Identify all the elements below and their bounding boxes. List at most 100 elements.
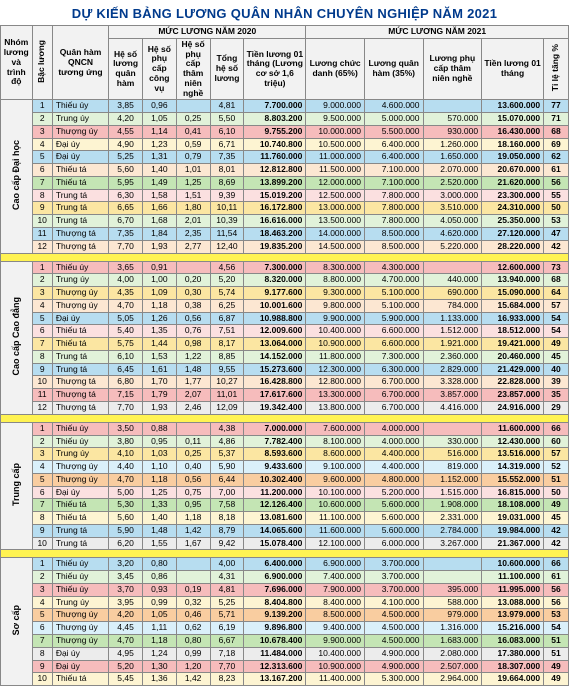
cell-l3: 784.000 <box>423 299 482 312</box>
cell-l1: 13.800.000 <box>306 401 365 414</box>
table-row: 10Thiếu tá5,451,361,428,2313.167.20011.4… <box>1 673 569 686</box>
cell-r: Trung úy <box>52 113 108 126</box>
cell-h3 <box>176 100 210 113</box>
cell-h2: 0,91 <box>142 261 176 274</box>
cell-b: 7 <box>32 176 52 189</box>
cell-h1: 4,90 <box>109 138 143 151</box>
cell-p: 51 <box>544 634 569 647</box>
cell-h1: 3,50 <box>109 422 143 435</box>
cell-l2: 5.100.000 <box>364 287 423 300</box>
cell-t1: 19.421.000 <box>482 338 544 351</box>
cell-l2: 5.900.000 <box>364 312 423 325</box>
cell-h3: 1,51 <box>176 189 210 202</box>
cell-l3: 3.328.000 <box>423 376 482 389</box>
cell-h4: 5,71 <box>210 609 244 622</box>
cell-l1: 9.900.000 <box>306 634 365 647</box>
cell-h1: 4,70 <box>109 299 143 312</box>
cell-t1: 23.300.000 <box>482 189 544 202</box>
cell-h4: 12,09 <box>210 401 244 414</box>
cell-h4: 5,37 <box>210 448 244 461</box>
cell-t0: 10.302.400 <box>244 473 306 486</box>
cell-p: 45 <box>544 350 569 363</box>
cell-t0: 16.616.000 <box>244 215 306 228</box>
cell-r: Thiếu úy <box>52 100 108 113</box>
cell-l1: 14.500.000 <box>306 240 365 253</box>
cell-p: 56 <box>544 583 569 596</box>
cell-h1: 5,60 <box>109 512 143 525</box>
table-row: 12Thượng tá7,701,932,4612,0919.342.40013… <box>1 401 569 414</box>
cell-l2: 6.600.000 <box>364 338 423 351</box>
cell-t1: 22.828.000 <box>482 376 544 389</box>
cell-l2: 8.500.000 <box>364 228 423 241</box>
cell-l1: 9.900.000 <box>306 312 365 325</box>
cell-l3: 2.080.000 <box>423 647 482 660</box>
cell-l2: 5.200.000 <box>364 486 423 499</box>
table-row: 7Thượng úy4,701,180,806,6710.678.4009.90… <box>1 634 569 647</box>
cell-t1: 27.120.000 <box>482 228 544 241</box>
cell-t0: 9.139.200 <box>244 609 306 622</box>
cell-t0: 10.740.800 <box>244 138 306 151</box>
cell-l3: 930.000 <box>423 125 482 138</box>
cell-b: 10 <box>32 215 52 228</box>
cell-b: 10 <box>32 537 52 550</box>
cell-h4: 6,19 <box>210 622 244 635</box>
cell-l1: 14.000.000 <box>306 228 365 241</box>
cell-p: 45 <box>544 512 569 525</box>
cell-l2: 5.100.000 <box>364 299 423 312</box>
cell-h3: 0,75 <box>176 486 210 499</box>
table-row: 9Trung tá5,901,481,428,7914.065.60011.60… <box>1 524 569 537</box>
cell-p: 39 <box>544 376 569 389</box>
cell-p: 64 <box>544 287 569 300</box>
cell-h4: 7,00 <box>210 486 244 499</box>
cell-h4: 4,31 <box>210 571 244 584</box>
cell-h1: 7,70 <box>109 401 143 414</box>
cell-l2: 5.500.000 <box>364 125 423 138</box>
cell-l1: 12.000.000 <box>306 176 365 189</box>
cell-l3: 2.784.000 <box>423 524 482 537</box>
cell-t0: 17.617.600 <box>244 389 306 402</box>
cell-h3: 1,22 <box>176 350 210 363</box>
cell-l3: 2.520.000 <box>423 176 482 189</box>
cell-h1: 6,20 <box>109 537 143 550</box>
cell-b: 3 <box>32 583 52 596</box>
cell-h2: 1,40 <box>142 164 176 177</box>
cell-l3: 2.360.000 <box>423 350 482 363</box>
cell-l2: 6.300.000 <box>364 363 423 376</box>
cell-p: 42 <box>544 240 569 253</box>
table-row: 2Thiếu úy3,450,864,316.900.0007.400.0003… <box>1 571 569 584</box>
cell-l2: 4.900.000 <box>364 660 423 673</box>
cell-r: Thượng úy <box>52 461 108 474</box>
cell-b: 2 <box>32 571 52 584</box>
cell-b: 7 <box>32 499 52 512</box>
cell-p: 53 <box>544 215 569 228</box>
cell-h3: 1,48 <box>176 363 210 376</box>
cell-p: 61 <box>544 164 569 177</box>
cell-b: 7 <box>32 634 52 647</box>
cell-l3: 4.416.000 <box>423 401 482 414</box>
table-row: 2Trung úy4,001,000,205,208.320.0008.800.… <box>1 274 569 287</box>
table-row: 7Thiếu tá5,951,491,258,6913.899.20012.00… <box>1 176 569 189</box>
cell-r: Thiếu úy <box>52 435 108 448</box>
cell-l1: 11.600.000 <box>306 524 365 537</box>
cell-p: 66 <box>544 558 569 571</box>
cell-h2: 1,53 <box>142 350 176 363</box>
cell-l3 <box>423 100 482 113</box>
cell-h3: 0,32 <box>176 596 210 609</box>
cell-r: Thượng tá <box>52 401 108 414</box>
cell-t1: 13.979.000 <box>482 609 544 622</box>
cell-b: 9 <box>32 660 52 673</box>
cell-h1: 4,70 <box>109 634 143 647</box>
table-row: 6Thiếu tá5,401,350,767,5112.009.60010.40… <box>1 325 569 338</box>
cell-r: Trung úy <box>52 596 108 609</box>
cell-r: Đại úy <box>52 151 108 164</box>
cell-l3: 1.515.000 <box>423 486 482 499</box>
cell-p: 49 <box>544 660 569 673</box>
cell-b: 6 <box>32 486 52 499</box>
cell-h2: 1,93 <box>142 240 176 253</box>
cell-l1: 8.500.000 <box>306 609 365 622</box>
cell-h2: 1,93 <box>142 401 176 414</box>
cell-t1: 19.031.000 <box>482 512 544 525</box>
cell-t0: 10.988.800 <box>244 312 306 325</box>
cell-l2: 4.700.000 <box>364 274 423 287</box>
cell-r: Thiếu tá <box>52 164 108 177</box>
